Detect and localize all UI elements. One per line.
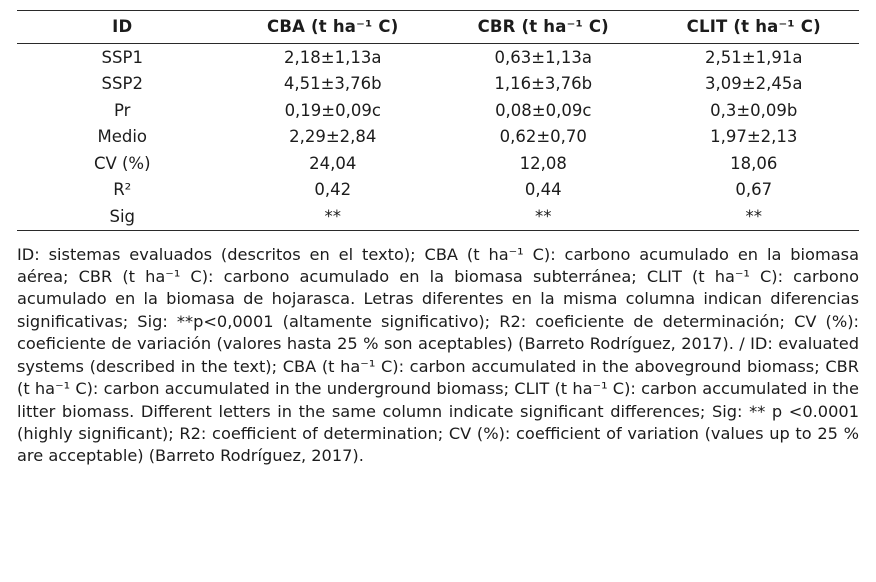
value-cell: 0,63±1,13a: [494, 47, 592, 67]
table-footnote: ID: sistemas evaluados (descritos en el …: [17, 244, 859, 466]
value-cell: 3,09±2,45a: [705, 74, 803, 93]
col-header-cbr: CBR (t ha⁻¹ C): [438, 10, 649, 44]
table-row: R² 0,42 0,44 0,67: [17, 177, 859, 204]
value-cell: 2,18±1,13a: [284, 47, 382, 67]
value-cell: 0,42: [314, 180, 352, 199]
value-cell: 12,08: [519, 153, 567, 173]
value-cell: 2,29±2,84: [289, 127, 377, 146]
table-body: SSP1 2,18±1,13a 0,63±1,13a 2,51±1,91a SS…: [17, 44, 859, 231]
row-label-cell: Pr: [114, 100, 131, 120]
col-header-clit: CLIT (t ha⁻¹ C): [648, 10, 859, 44]
table-row: SSP2 4,51±3,76b 1,16±3,76b 3,09±2,45a: [17, 71, 859, 98]
value-cell: 0,62±0,70: [499, 127, 587, 146]
row-label-cell: R²: [113, 180, 132, 199]
table-row: Pr 0,19±0,09c 0,08±0,09c 0,3±0,09b: [17, 97, 859, 124]
table-row: CV (%) 24,04 12,08 18,06: [17, 150, 859, 177]
value-cell: 1,16±3,76b: [494, 74, 593, 93]
row-label-cell: Sig: [109, 206, 136, 226]
value-cell: 1,97±2,13: [710, 127, 798, 146]
value-cell: 24,04: [309, 153, 357, 173]
value-cell: 4,51±3,76b: [283, 74, 382, 93]
table-header: ID CBA (t ha⁻¹ C) CBR (t ha⁻¹ C) CLIT (t…: [17, 10, 859, 44]
value-cell: 18,06: [730, 153, 778, 173]
row-label-cell: SSP2: [101, 74, 143, 93]
row-label-cell: SSP1: [101, 47, 143, 67]
header-row: ID CBA (t ha⁻¹ C) CBR (t ha⁻¹ C) CLIT (t…: [17, 10, 859, 44]
col-header-id: ID: [17, 10, 228, 44]
value-cell: 0,19±0,09c: [284, 100, 381, 120]
carbon-results-table: ID CBA (t ha⁻¹ C) CBR (t ha⁻¹ C) CLIT (t…: [17, 10, 859, 231]
col-header-cba: CBA (t ha⁻¹ C): [227, 10, 438, 44]
value-cell: **: [324, 206, 342, 226]
value-cell: 0,67: [735, 180, 773, 199]
table-row: Medio 2,29±2,84 0,62±0,70 1,97±2,13: [17, 124, 859, 151]
table-row: SSP1 2,18±1,13a 0,63±1,13a 2,51±1,91a: [17, 44, 859, 71]
value-cell: **: [745, 206, 763, 226]
row-label-cell: Medio: [97, 127, 148, 146]
value-cell: **: [535, 206, 552, 226]
row-label-cell: CV (%): [93, 153, 151, 173]
value-cell: 2,51±1,91a: [705, 47, 803, 67]
value-cell: 0,08±0,09c: [495, 100, 592, 120]
value-cell: 0,44: [524, 180, 562, 199]
value-cell: 0,3±0,09b: [710, 100, 798, 120]
table-row: Sig ** ** **: [17, 203, 859, 230]
